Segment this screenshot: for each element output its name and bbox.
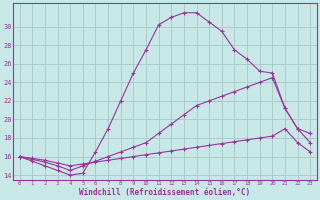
X-axis label: Windchill (Refroidissement éolien,°C): Windchill (Refroidissement éolien,°C) bbox=[79, 188, 251, 197]
